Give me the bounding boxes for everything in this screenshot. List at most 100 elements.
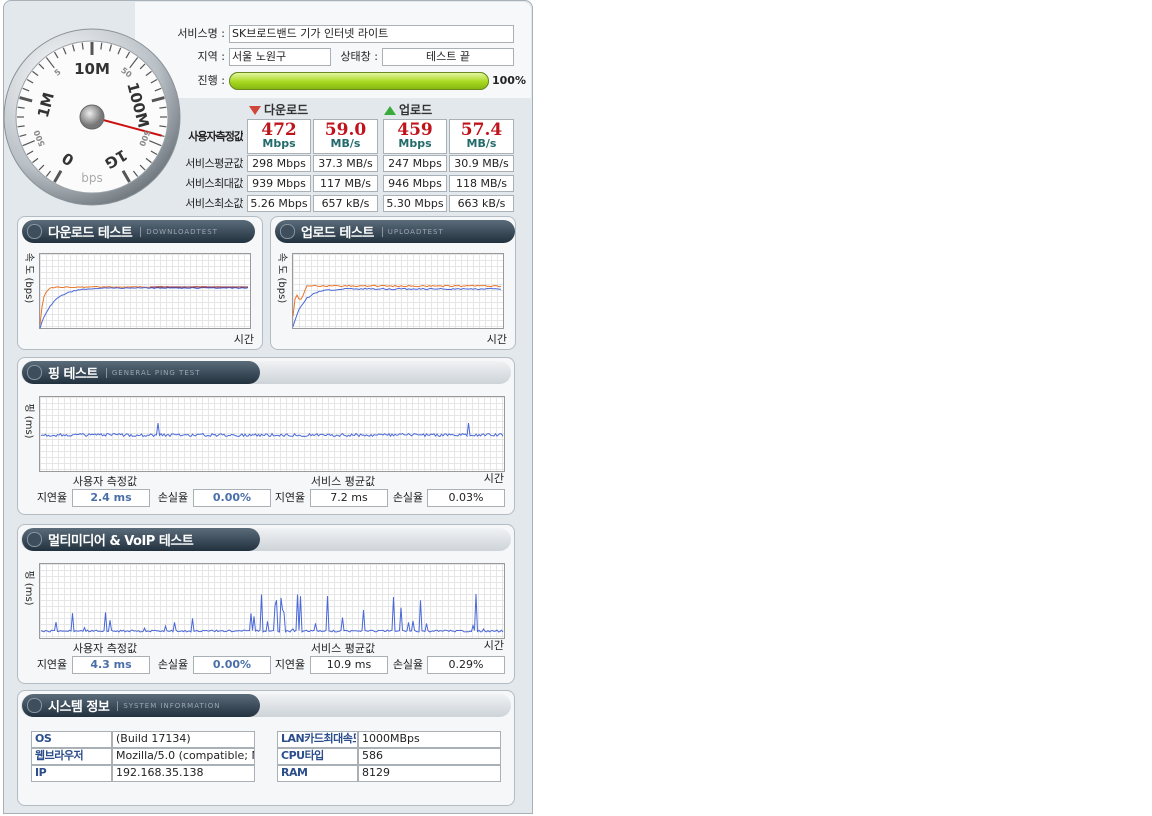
section-subtitle: SYSTEM INFORMATION [123,701,221,710]
cell-value: 37.3 MB/s [318,157,373,170]
y-axis-label: 핑 (ms) [23,403,34,439]
cell-value: 247 Mbps [388,157,442,170]
separator [140,226,142,237]
section-subtitle: UPLOADTEST [387,227,444,236]
y-axis-label: 속 도 (bps) [276,252,287,304]
gauge-tick [150,78,158,84]
gauge-tick [62,47,67,55]
gauge-tick [151,96,165,103]
graphics [3,28,504,633]
sys-label-cell [31,748,112,765]
section-header: 시스템 정보 SYSTEM INFORMATION [22,694,260,717]
gauge-tick [129,57,139,69]
cell-value: 118 MB/s [456,177,507,190]
cell [383,195,447,212]
region-value: 서울 노원구 [232,50,287,63]
user-unit: Mbps [262,137,296,150]
section-title: 핑 테스트 [48,367,98,382]
gauge-tick [100,42,103,50]
header-icon [27,698,42,713]
upload-header: 업로드 [399,103,433,117]
user-unit: MB/s [330,137,361,150]
user-value: 57.4 [460,120,503,139]
cell-value: 298 Mbps [252,157,306,170]
gauge-tick [150,150,158,156]
gauge-tick [121,169,131,183]
cell [449,155,514,172]
sys-label-cell [31,731,112,748]
gauge-tick [145,70,152,77]
gauge-knob [79,104,105,130]
stat-box [310,489,388,507]
progress-label: 진행 : [197,74,225,87]
stat-label: 손실율 [157,491,189,504]
sys-value: Mozilla/5.0 (compatible; MSII [116,749,254,762]
stat-value: 0.00% [212,658,252,671]
header-icon [280,224,295,239]
gauge-tick [32,70,39,77]
row-label: 서비스최소값 [185,197,243,210]
section-title: 다운로드 테스트 [48,226,133,241]
progress-bar [229,72,489,90]
gauge-tick [45,170,52,177]
up-arrow [384,106,396,115]
separator [105,367,107,378]
upload-trace-blue [292,287,502,327]
cell-value: 939 Mbps [252,177,306,190]
cell [313,119,378,154]
sys-value: 8129 [362,766,390,779]
gauge-tick [45,57,55,69]
gauge-tick [38,63,45,70]
x-axis-label: 시간 [483,639,504,652]
gauge-tick [38,164,45,171]
stat-box [310,656,388,674]
sys-label: LAN카드최대속도 [281,732,356,745]
stat-value: 7.2 ms [330,491,368,504]
gauge-tick [22,87,30,92]
cell [247,175,311,192]
cell [449,195,514,212]
gauge-tick [154,87,162,92]
stat-label: 손실율 [157,658,189,671]
user-value: 459 [397,120,433,139]
sys-label: RAM [281,766,308,779]
section-header: 핑 테스트 GENERAL PING TEST [22,361,260,384]
stat-box [72,656,150,674]
group-label: 서비스 평균값 [310,475,376,488]
cell-value: 5.26 Mbps [250,197,308,210]
sys-label-cell [277,748,358,765]
sys-value: 1000MBps [362,732,420,745]
sys-label: OS [35,732,52,745]
gauge-tick [145,157,152,164]
y-axis-label: 속 도 (bps) [23,252,34,304]
section-header: 업로드 테스트 UPLOADTEST [275,220,515,243]
stat-value: 10.9 ms [326,658,372,671]
user-value: 472 [261,120,297,139]
cell [449,119,514,154]
section-title: 업로드 테스트 [301,226,374,241]
row-label: 서비스평균값 [185,157,243,170]
upload-trace-orange [292,284,502,317]
stat-box [427,656,505,674]
gauge-tick [53,51,59,59]
gauge-tick [132,170,139,177]
download-trace-blue [39,286,249,329]
section-header: 다운로드 테스트 DOWNLOADTEST [22,220,255,243]
gauge-tick [72,44,75,52]
stat-box [427,489,505,507]
status-value: 테스트 끝 [426,50,470,63]
down-arrow [249,106,261,115]
status-label: 상태창 : [340,50,378,63]
gauge-tick [19,96,33,103]
stat-box [193,656,271,674]
gauge-tick [26,78,34,84]
header-icon [27,365,42,380]
sys-value-cell [358,765,501,782]
cell-value: 657 kB/s [321,197,370,210]
service-box [229,25,514,43]
user-value: 59.0 [324,120,367,139]
separator [117,700,119,711]
cell [383,175,447,192]
stat-box [72,489,150,507]
